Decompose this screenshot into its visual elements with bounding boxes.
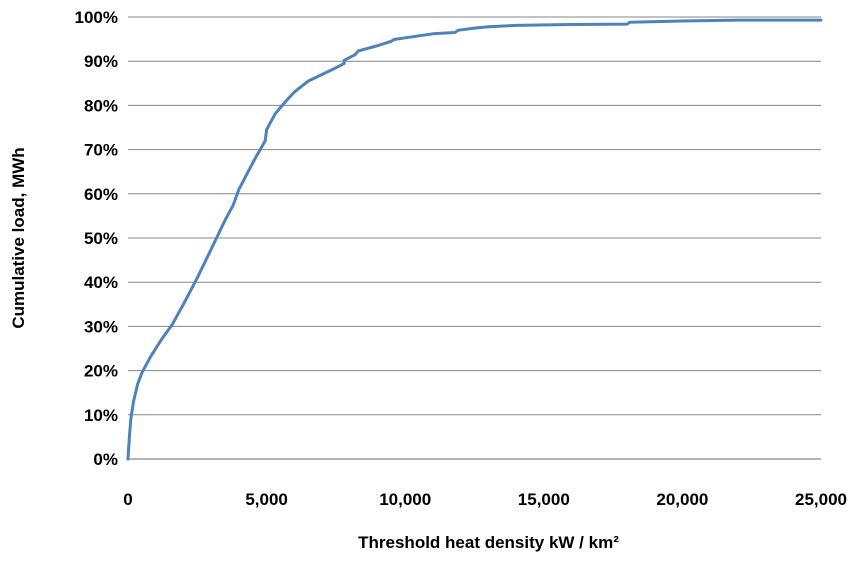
- x-tick-label: 0: [123, 490, 132, 509]
- x-tick-label: 10,000: [379, 490, 431, 509]
- x-tick-labels: 0 5,000 10,000 15,000 20,000 25,000: [123, 490, 847, 509]
- x-axis-title: Threshold heat density kW / km²: [358, 533, 619, 552]
- y-tick-label: 90%: [84, 52, 118, 71]
- series-line: [126, 18, 823, 461]
- x-tick-label: 15,000: [518, 490, 570, 509]
- x-tick-label: 20,000: [656, 490, 708, 509]
- x-tick-label: 25,000: [795, 490, 847, 509]
- y-axis-title: Cumulative load, MWh: [9, 147, 28, 328]
- series-layer: [126, 18, 823, 461]
- y-tick-label: 80%: [84, 96, 118, 115]
- x-tick-label: 5,000: [245, 490, 288, 509]
- y-tick-label: 70%: [84, 141, 118, 160]
- y-tick-label: 40%: [84, 273, 118, 292]
- y-tick-label: 50%: [84, 229, 118, 248]
- y-tick-labels: 0% 10% 20% 30% 40% 50% 60% 70% 80% 90% 100%: [75, 8, 118, 469]
- gridlines: [128, 16, 821, 416]
- y-tick-label: 30%: [84, 317, 118, 336]
- y-tick-label: 60%: [84, 185, 118, 204]
- y-tick-label: 100%: [75, 8, 118, 27]
- y-tick-label: 10%: [84, 406, 118, 425]
- y-tick-label: 20%: [84, 362, 118, 381]
- y-tick-label: 0%: [93, 450, 118, 469]
